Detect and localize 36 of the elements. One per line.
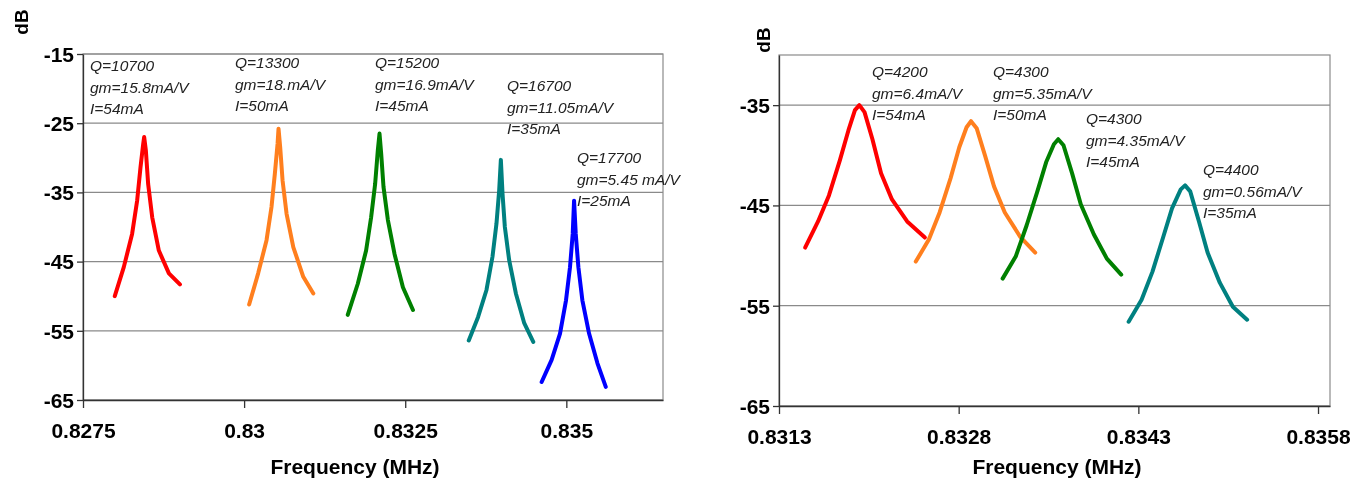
y-tick-label: -55	[739, 294, 771, 318]
x-axis-title: Frequency (MHz)	[270, 455, 440, 478]
y-axis-title: dB	[11, 9, 32, 35]
y-tick-label: -25	[43, 112, 75, 136]
y-tick-label: -45	[739, 194, 771, 218]
x-tick-label: 0.8343	[1106, 425, 1171, 449]
y-tick-label: -45	[43, 250, 75, 274]
y-tick-label: -65	[739, 394, 771, 418]
y-tick-label: -35	[43, 181, 75, 205]
annotation: Q=16700 gm=11.05mA/V I=35mA	[507, 77, 615, 137]
x-axis-title: Frequency (MHz)	[972, 455, 1142, 478]
annotation: Q=4200 gm=6.4mA/V I=54mA	[872, 63, 964, 123]
y-tick-label: -55	[43, 319, 75, 343]
y-axis-title: dB	[753, 27, 774, 53]
line-series	[803, 103, 927, 250]
y-tick-label: -15	[43, 42, 75, 66]
annotation: Q=15200 gm=16.9mA/V I=45mA	[375, 54, 476, 114]
line-series	[913, 119, 1038, 264]
annotation: Q=17700 gm=5.45 mA/V I=25mA	[577, 149, 682, 209]
annotation: Q=10700 gm=15.8mA/V I=54mA	[90, 57, 191, 117]
x-tick-label: 0.8358	[1286, 425, 1351, 449]
x-tick-label: 0.8275	[51, 419, 116, 443]
x-tick-label: 0.835	[540, 419, 594, 443]
x-tick-label: 0.8313	[747, 425, 812, 449]
annotation: Q=13300 gm=18.mA/V I=50mA	[235, 54, 327, 114]
line-series	[112, 135, 182, 299]
x-tick-label: 0.8328	[927, 425, 992, 449]
y-tick-label: -65	[43, 388, 75, 412]
x-tick-label: 0.8325	[373, 419, 439, 443]
line-series	[466, 157, 536, 344]
annotation: Q=4400 gm=0.56mA/V I=35mA	[1203, 161, 1304, 221]
y-tick-label: -35	[739, 93, 771, 117]
line-series	[247, 126, 316, 307]
x-tick-label: 0.83	[224, 419, 266, 443]
line-series	[345, 131, 415, 317]
annotation: Q=4300 gm=4.35mA/V I=45mA	[1086, 110, 1187, 170]
